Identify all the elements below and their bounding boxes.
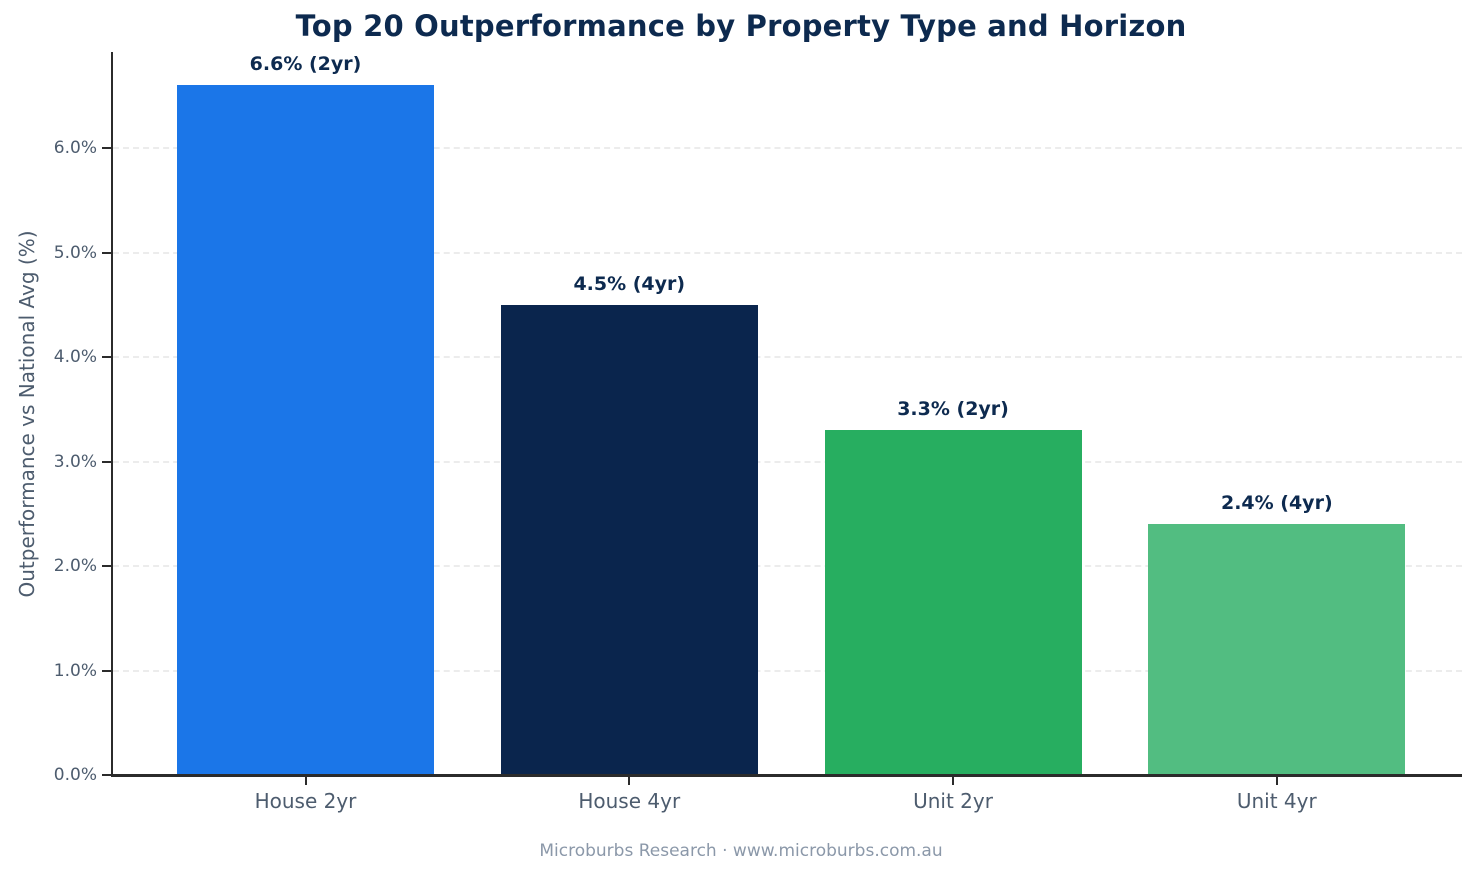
y-tick-label: 1.0% (53, 660, 97, 681)
y-tick-label: 0.0% (53, 765, 97, 785)
x-axis-line (111, 774, 1462, 777)
x-tick-mark (952, 777, 955, 785)
bar (824, 430, 1082, 775)
x-tick-label: Unit 4yr (1236, 789, 1317, 813)
y-gridline (113, 669, 1462, 672)
y-gridline (113, 460, 1462, 463)
y-tick-mark (102, 565, 111, 567)
y-tick-mark (102, 251, 111, 254)
x-tick-mark (304, 777, 307, 785)
y-axis-line (111, 52, 113, 775)
x-tick-label: House 2yr (254, 789, 357, 813)
y-tick-mark (102, 356, 111, 358)
y-tick-mark (102, 669, 111, 672)
y-tick-mark (102, 774, 111, 776)
bar-value-label: 2.4% (4yr) (1220, 492, 1333, 515)
y-tick-label: 4.0% (53, 347, 97, 367)
y-tick-label: 3.0% (53, 451, 97, 472)
bar-value-label: 6.6% (2yr) (249, 53, 362, 76)
bar-value-label: 3.3% (2yr) (897, 398, 1009, 421)
bar (177, 85, 434, 775)
y-gridline (113, 251, 1462, 254)
x-tick-label: Unit 2yr (913, 789, 993, 813)
y-axis-label: Outperformance vs National Avg (%) (15, 230, 39, 598)
source-caption: Microburbs Research · www.microburbs.com… (539, 841, 943, 861)
bar (1148, 524, 1406, 775)
x-tick-label: House 4yr (578, 789, 681, 813)
x-tick-mark (628, 777, 631, 785)
y-gridline (113, 147, 1462, 149)
chart-title: Top 20 Outperformance by Property Type a… (295, 9, 1187, 43)
y-tick-mark (102, 460, 111, 463)
bar-value-label: 4.5% (4yr) (573, 272, 686, 295)
bar (500, 304, 758, 775)
y-gridline (113, 565, 1462, 567)
x-tick-mark (1275, 777, 1278, 785)
y-tick-label: 5.0% (53, 242, 97, 263)
y-tick-mark (102, 147, 111, 149)
y-gridline (113, 356, 1462, 358)
y-tick-label: 2.0% (53, 556, 97, 576)
y-tick-label: 6.0% (53, 138, 97, 158)
